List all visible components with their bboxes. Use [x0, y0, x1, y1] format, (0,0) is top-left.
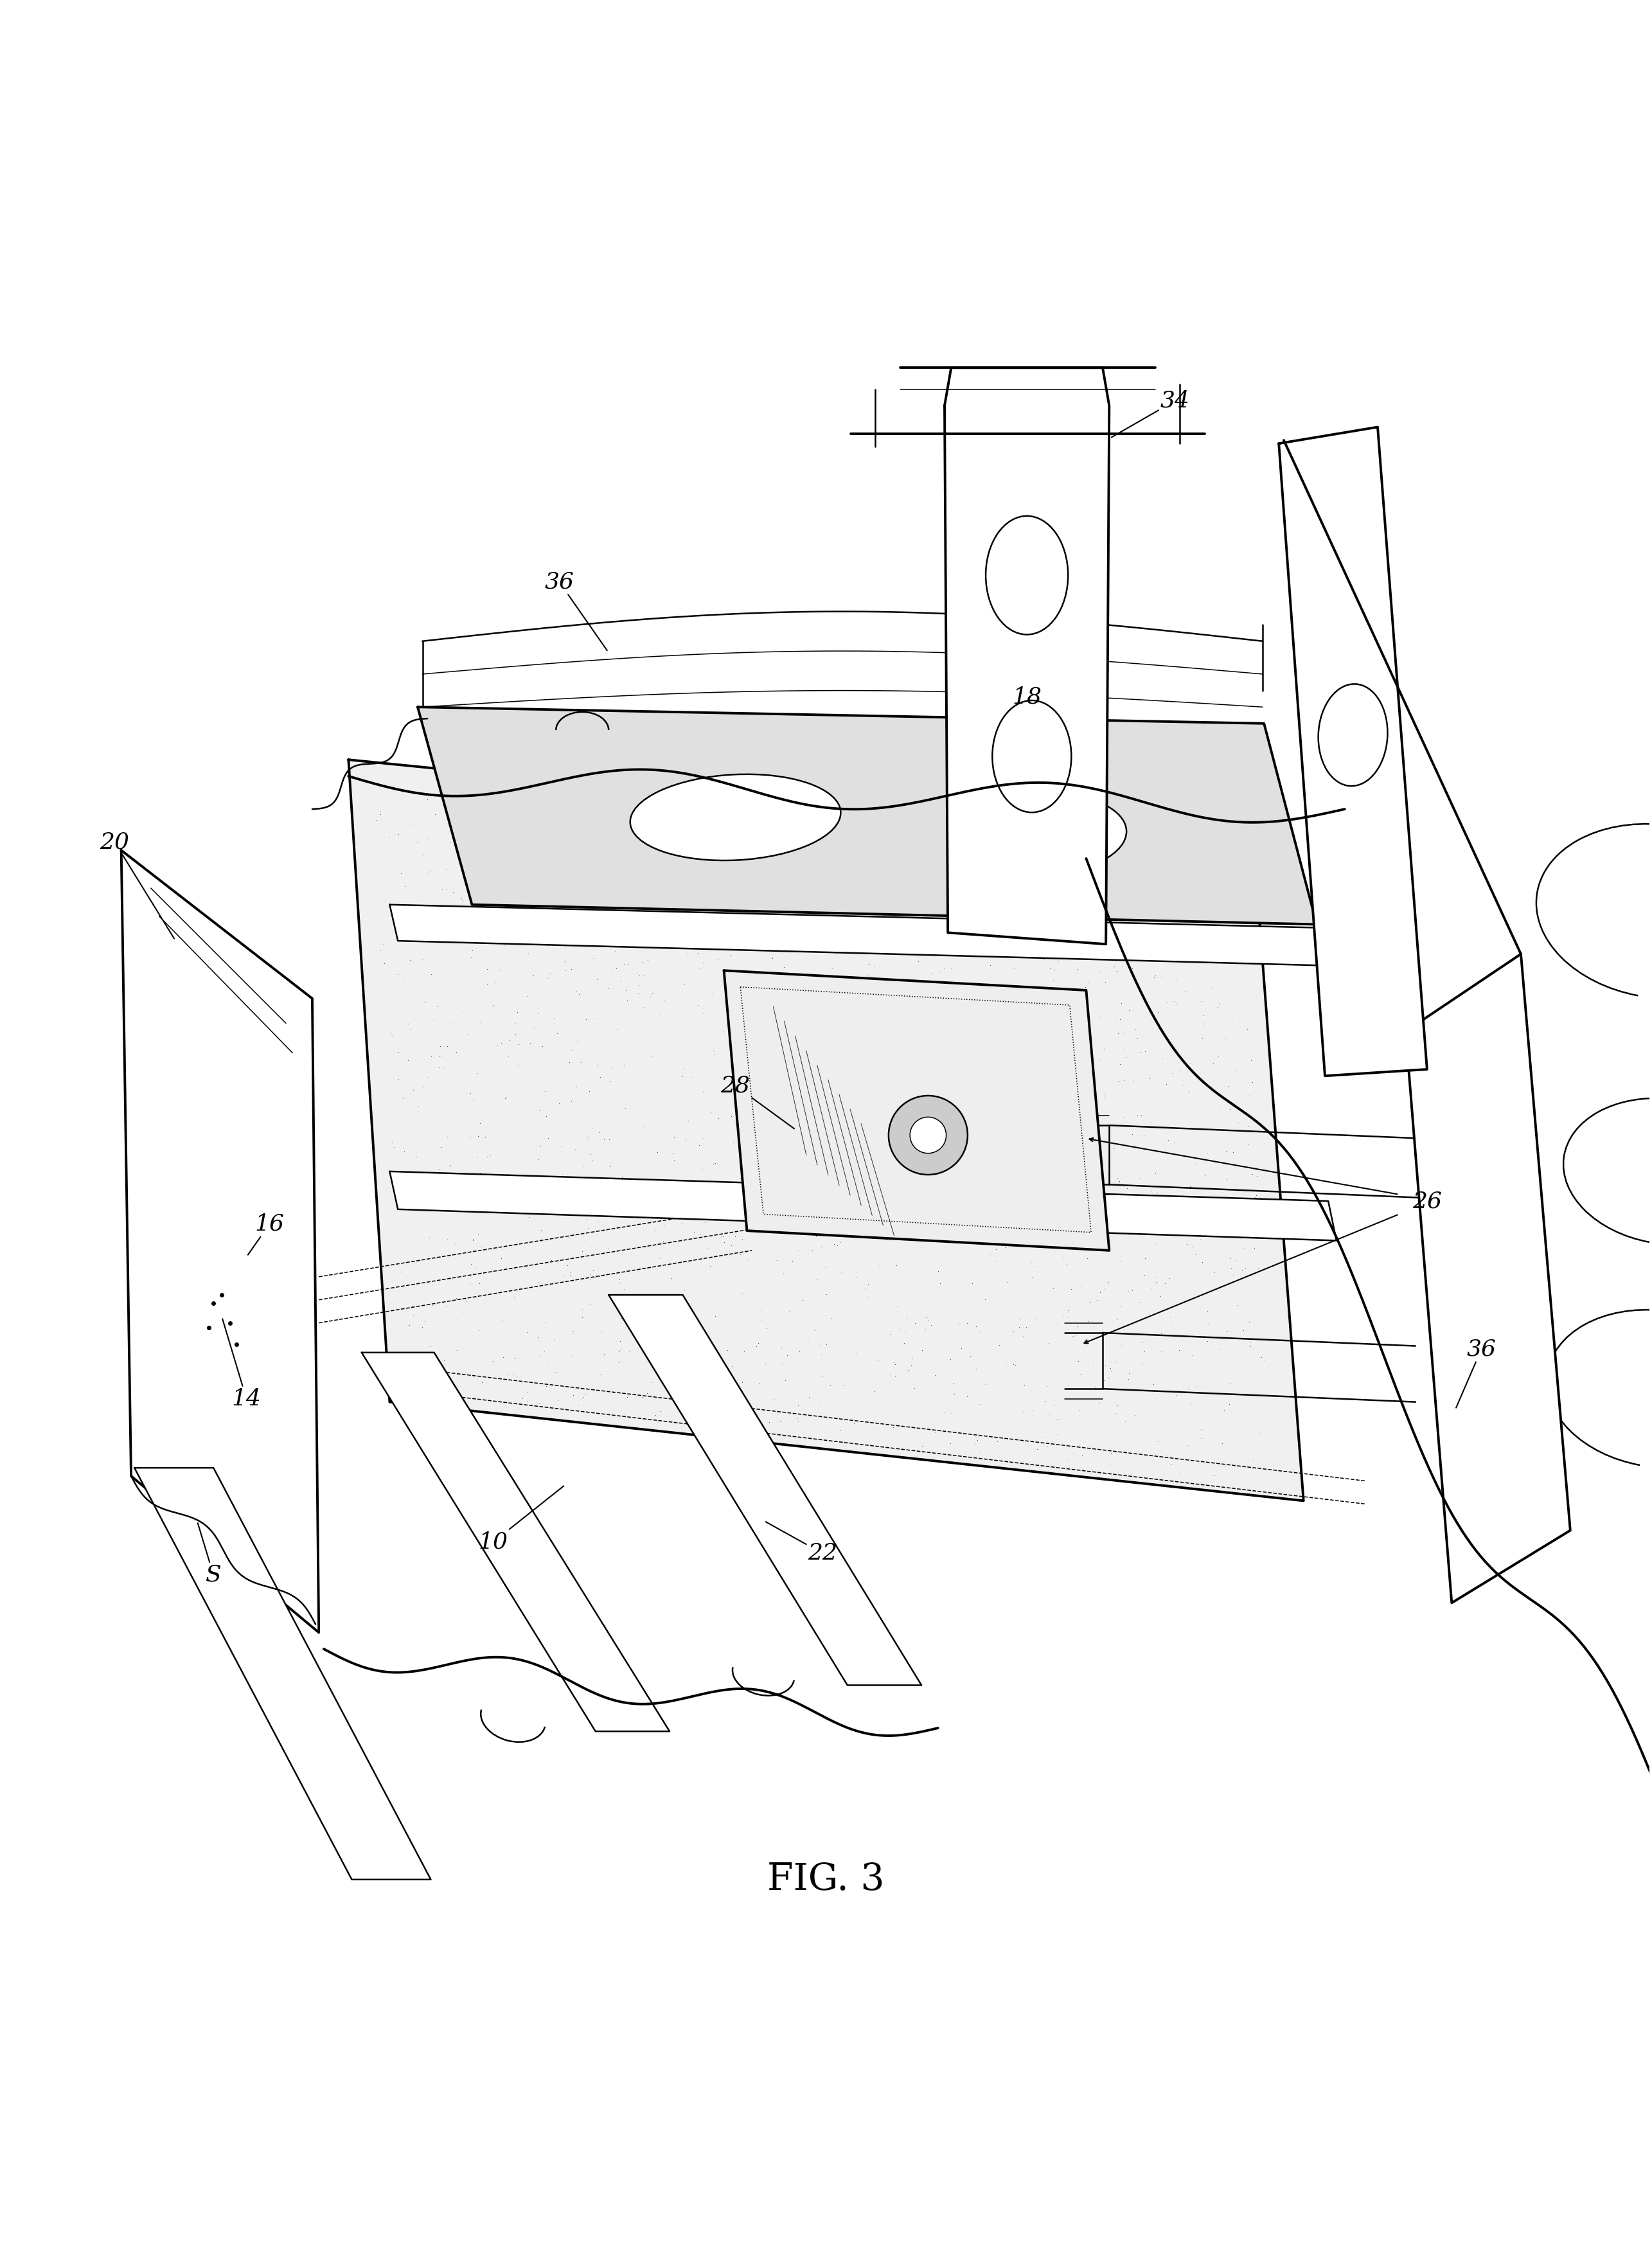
Ellipse shape — [953, 792, 1127, 875]
Text: 18: 18 — [1013, 687, 1042, 709]
Circle shape — [910, 1118, 947, 1153]
Text: S: S — [198, 1524, 221, 1587]
Text: 20: 20 — [99, 830, 173, 938]
Text: 36: 36 — [545, 570, 608, 651]
Polygon shape — [608, 1295, 922, 1685]
Polygon shape — [390, 1171, 1336, 1241]
Polygon shape — [349, 761, 1303, 1501]
Text: 14: 14 — [223, 1319, 261, 1409]
Polygon shape — [390, 904, 1325, 965]
Circle shape — [889, 1095, 968, 1174]
Text: 36: 36 — [1455, 1337, 1497, 1407]
Text: FIG. 3: FIG. 3 — [767, 1863, 885, 1898]
Polygon shape — [1406, 954, 1571, 1602]
Polygon shape — [1279, 426, 1427, 1075]
Polygon shape — [418, 707, 1317, 925]
Polygon shape — [945, 368, 1108, 945]
Text: 22: 22 — [767, 1521, 838, 1564]
Polygon shape — [121, 850, 319, 1631]
Polygon shape — [724, 969, 1108, 1250]
Ellipse shape — [629, 774, 841, 859]
Ellipse shape — [1318, 684, 1388, 785]
Text: 34: 34 — [1112, 390, 1189, 438]
Text: 16: 16 — [248, 1214, 284, 1254]
Polygon shape — [362, 1353, 669, 1732]
Text: 26: 26 — [1412, 1189, 1442, 1212]
Text: 10: 10 — [479, 1486, 563, 1553]
Ellipse shape — [993, 700, 1072, 812]
Ellipse shape — [986, 516, 1069, 635]
Text: 28: 28 — [720, 1075, 795, 1129]
Polygon shape — [134, 1468, 431, 1880]
